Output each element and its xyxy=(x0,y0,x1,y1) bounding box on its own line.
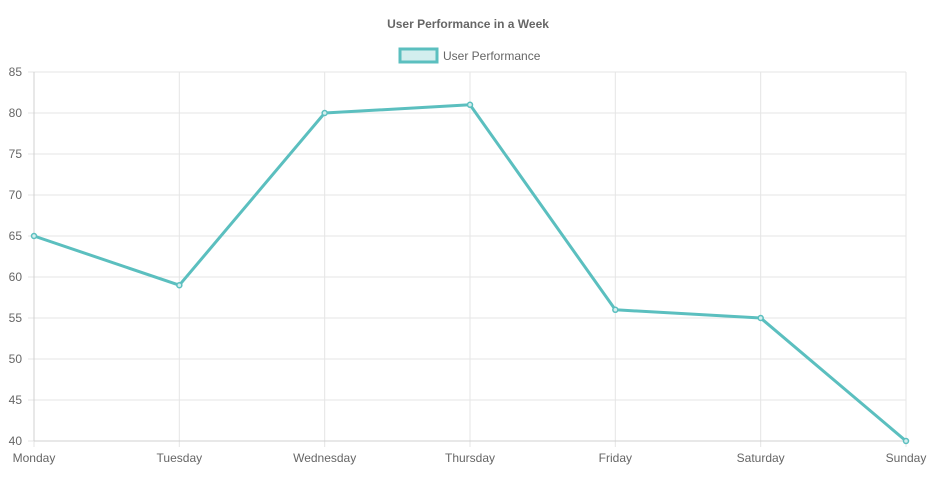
data-point-monday[interactable] xyxy=(30,232,38,240)
legend-label: User Performance xyxy=(443,49,541,63)
x-tick-label: Wednesday xyxy=(293,451,356,465)
x-tick-label: Tuesday xyxy=(157,451,203,465)
y-tick-label: 75 xyxy=(9,147,23,161)
legend-swatch xyxy=(398,47,439,64)
y-tick-label: 40 xyxy=(9,434,23,448)
x-tick-label: Thursday xyxy=(445,451,495,465)
y-tick-label: 80 xyxy=(9,106,23,120)
series-user-performance xyxy=(30,101,910,445)
data-point-friday[interactable] xyxy=(612,306,619,314)
x-tick-label: Saturday xyxy=(737,451,785,465)
y-tick-label: 65 xyxy=(9,229,23,243)
data-point-tuesday[interactable] xyxy=(176,281,183,289)
y-tick-label: 70 xyxy=(9,188,23,202)
x-tick-label: Monday xyxy=(13,451,56,465)
y-tick-label: 45 xyxy=(9,393,23,407)
y-tick-label: 85 xyxy=(9,65,23,79)
x-axis-ticks: Monday Tuesday Wednesday Thursday Friday Satu… xyxy=(13,451,927,465)
y-tick-label: 55 xyxy=(9,311,23,325)
chart-title: User Performance in a Week xyxy=(387,17,549,31)
x-tick-label: Friday xyxy=(599,451,632,465)
grid-lines xyxy=(28,71,907,447)
data-point-wednesday[interactable] xyxy=(321,109,328,117)
legend[interactable]: User Performance xyxy=(398,47,541,64)
data-point-saturday[interactable] xyxy=(757,314,764,322)
data-point-sunday[interactable] xyxy=(902,437,910,445)
data-point-thursday[interactable] xyxy=(466,101,474,109)
y-tick-label: 50 xyxy=(9,352,23,366)
y-tick-label: 60 xyxy=(9,270,23,284)
x-tick-label: Sunday xyxy=(886,451,927,465)
y-axis-ticks: 85 80 75 70 65 60 55 50 45 40 xyxy=(9,65,23,448)
axes xyxy=(33,72,906,442)
